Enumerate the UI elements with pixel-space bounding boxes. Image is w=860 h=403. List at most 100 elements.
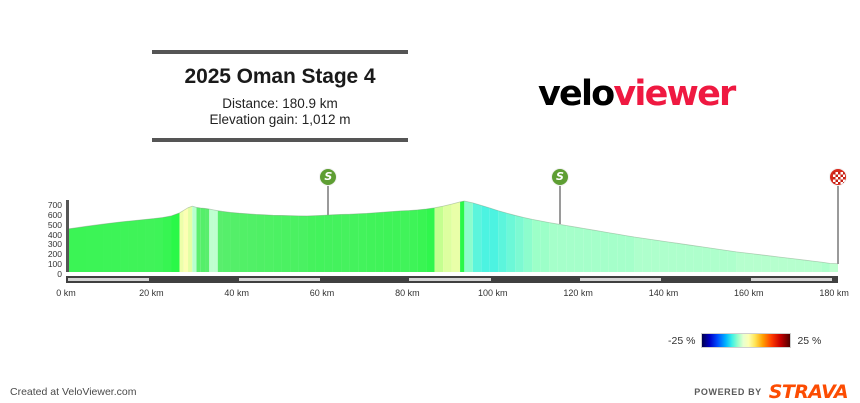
elevation-segment — [111, 222, 121, 272]
elevation-segment — [693, 245, 703, 272]
y-tick-400: 400 — [47, 229, 62, 240]
elevation-segment — [383, 211, 393, 272]
elevation-segment — [829, 263, 838, 272]
axis-interval-segment — [580, 278, 662, 281]
x-tick-160: 160 km — [734, 288, 764, 298]
elevation-segment — [103, 223, 112, 272]
elevation-segment — [481, 205, 490, 272]
elevation-area-svg — [69, 200, 838, 272]
elevation-segment — [736, 251, 745, 272]
strava-logo: STRAVA — [768, 381, 849, 403]
legend-min-label: -25 % — [668, 334, 696, 347]
elevation-segment — [625, 235, 635, 272]
elevation-segment — [209, 209, 214, 272]
elevation-segment — [591, 229, 601, 272]
checkered-flag-icon — [829, 168, 847, 186]
elevation-segment — [668, 241, 677, 272]
axis-interval-segment — [750, 278, 833, 281]
elevation-segment — [77, 226, 87, 272]
created-at-text: Created at VeloViewer.com — [10, 386, 137, 398]
elevation-segment — [217, 210, 223, 272]
elevation-segment — [532, 219, 541, 272]
elevation-segment — [659, 240, 669, 272]
x-tick-140: 140 km — [648, 288, 679, 298]
elevation-segment — [523, 217, 533, 272]
elevation-segment — [137, 219, 146, 272]
y-tick-500: 500 — [47, 219, 62, 230]
sprint-icon: S — [319, 168, 338, 186]
elevation-segment — [375, 212, 384, 272]
marker-stem — [558, 185, 561, 225]
elevation-segment — [332, 214, 342, 272]
elevation-segment — [120, 221, 129, 272]
x-tick-60: 60 km — [309, 288, 335, 298]
elevation-segment — [710, 248, 720, 272]
elevation-segment — [341, 214, 350, 272]
elevation-segment — [183, 207, 189, 272]
elevation-segment — [540, 220, 550, 272]
y-tick-100: 100 — [47, 259, 62, 270]
elevation-segment — [821, 262, 830, 272]
elevation-segment — [230, 212, 240, 272]
elevation-segment — [600, 231, 609, 272]
axis-interval-segment — [68, 278, 150, 281]
elevation-segment — [222, 211, 231, 272]
x-tick-180: 180 km — [819, 288, 849, 298]
y-axis-tick-labels: 700 600 500 400 300 200 100 0 — [34, 201, 62, 280]
page-title: 2025 Oman Stage 4 — [184, 65, 376, 88]
x-tick-20: 20 km — [139, 288, 164, 298]
elevation-plot-area — [69, 200, 838, 272]
elevation-segment — [239, 213, 248, 272]
title-rule-bottom — [152, 138, 408, 142]
elevation-gain-text: Elevation gain: 1,012 m — [209, 112, 351, 127]
elevation-segment — [392, 210, 401, 272]
elevation-segment — [719, 249, 728, 272]
checker-pattern — [833, 172, 845, 184]
elevation-segment — [298, 215, 308, 272]
elevation-segment — [409, 209, 418, 272]
elevation-segment — [744, 252, 754, 272]
elevation-segment — [770, 255, 779, 272]
elevation-segment — [86, 225, 95, 272]
elevation-segment — [787, 258, 796, 272]
x-axis-tick-labels: 0 km 20 km 40 km 60 km 80 km 100 km 120 km 140 … — [0, 288, 860, 302]
legend-max-label: 25 % — [797, 334, 822, 347]
marker-stem — [327, 185, 330, 216]
elevation-segment — [358, 213, 367, 272]
elevation-segment — [273, 215, 282, 272]
elevation-segment — [795, 259, 805, 272]
elevation-segment — [426, 207, 435, 272]
y-tick-200: 200 — [47, 249, 62, 260]
elevation-segment — [162, 215, 172, 272]
elevation-segment — [290, 215, 299, 272]
elevation-segment — [154, 217, 163, 272]
elevation-segment — [196, 207, 201, 272]
title-rule-top — [152, 50, 408, 54]
elevation-segment — [145, 218, 155, 272]
elevation-segment — [434, 206, 444, 272]
elevation-segment — [583, 228, 592, 272]
x-tick-40: 40 km — [224, 288, 249, 298]
elevation-segment — [634, 237, 643, 272]
elevation-segment — [188, 206, 193, 272]
x-tick-120: 120 km — [563, 288, 593, 298]
x-tick-100: 100 km — [477, 288, 508, 298]
elevation-segment — [171, 212, 180, 272]
elevation-segment — [200, 208, 206, 272]
axis-interval-segment — [238, 278, 321, 281]
y-tick-300: 300 — [47, 239, 62, 250]
elevation-segment — [506, 213, 516, 272]
elevation-segment — [685, 244, 694, 272]
y-tick-700: 700 — [47, 200, 62, 210]
x-axis-bar — [66, 276, 838, 283]
elevation-segment — [307, 215, 316, 272]
elevation-segment — [256, 214, 265, 272]
marker-stem — [837, 185, 839, 264]
elevation-segment — [812, 261, 822, 272]
logo-velo-text: velo — [538, 74, 615, 114]
elevation-segment — [617, 234, 626, 272]
elevation-segment — [702, 246, 711, 272]
elevation-segment — [417, 209, 427, 272]
y-tick-600: 600 — [47, 209, 62, 220]
elevation-segment — [464, 201, 473, 272]
